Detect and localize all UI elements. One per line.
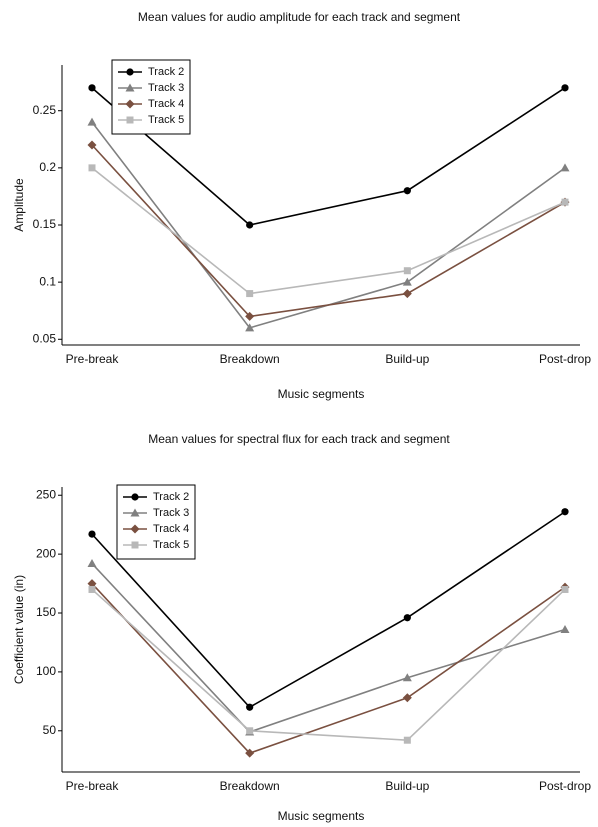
data-point bbox=[403, 187, 411, 195]
data-point bbox=[88, 530, 96, 538]
data-point bbox=[245, 323, 255, 332]
data-point bbox=[403, 736, 411, 744]
y-tick-label: 50 bbox=[43, 723, 57, 737]
legend-marker bbox=[131, 493, 139, 501]
data-point bbox=[245, 748, 255, 758]
legend-marker bbox=[126, 116, 134, 124]
x-tick-label: Build-up bbox=[385, 779, 429, 793]
data-point bbox=[402, 277, 412, 286]
y-tick-label: 0.05 bbox=[33, 331, 57, 345]
x-tick-label: Breakdown bbox=[220, 779, 280, 793]
y-tick-label: 0.15 bbox=[33, 217, 57, 231]
legend-label: Track 5 bbox=[153, 539, 189, 551]
legend: Track 2 Track 3 Track 4 Track 5 bbox=[111, 59, 191, 135]
y-axis-label: Amplitude bbox=[12, 178, 26, 232]
y-tick-label: 0.1 bbox=[39, 274, 56, 288]
y-tick-label: 100 bbox=[36, 664, 56, 678]
x-tick-label: Post-drop bbox=[539, 779, 591, 793]
data-point bbox=[560, 163, 570, 172]
legend-marker bbox=[126, 68, 134, 76]
legend-label: Track 2 bbox=[148, 66, 184, 78]
data-point bbox=[87, 117, 97, 126]
data-point bbox=[87, 559, 97, 568]
data-point bbox=[561, 585, 569, 593]
data-point bbox=[561, 508, 569, 516]
legend-marker bbox=[130, 524, 140, 534]
y-axis-label: Coefficient value (in) bbox=[12, 575, 26, 684]
y-tick-label: 200 bbox=[36, 546, 56, 560]
y-tick-label: 250 bbox=[36, 487, 56, 501]
legend-marker bbox=[131, 541, 139, 549]
chart-title: Mean values for spectral flux for each t… bbox=[148, 432, 450, 446]
data-point bbox=[87, 579, 97, 589]
legend-label: Track 2 bbox=[153, 491, 189, 503]
legend-marker bbox=[125, 83, 135, 92]
series-line bbox=[91, 511, 566, 709]
series-line bbox=[91, 588, 566, 742]
x-tick-label: Pre-break bbox=[66, 779, 120, 793]
y-tick-label: 0.25 bbox=[33, 103, 57, 117]
data-point bbox=[403, 614, 411, 622]
x-axis-label: Music segments bbox=[278, 387, 365, 401]
legend-label: Track 4 bbox=[148, 98, 184, 110]
legend-marker bbox=[125, 99, 135, 109]
legend-label: Track 3 bbox=[148, 82, 184, 94]
legend-label: Track 3 bbox=[153, 507, 189, 519]
data-point bbox=[88, 585, 96, 593]
series-line bbox=[91, 144, 566, 318]
data-point bbox=[88, 84, 96, 92]
series-line bbox=[91, 583, 566, 755]
series-line bbox=[91, 563, 566, 733]
data-point bbox=[88, 164, 96, 172]
data-point bbox=[87, 140, 97, 150]
data-point bbox=[402, 673, 412, 682]
data-point bbox=[245, 311, 255, 321]
legend: Track 2 Track 3 Track 4 Track 5 bbox=[116, 484, 196, 560]
data-point bbox=[561, 198, 569, 206]
x-tick-label: Pre-break bbox=[66, 352, 120, 366]
x-tick-label: Build-up bbox=[385, 352, 429, 366]
legend-label: Track 4 bbox=[153, 523, 189, 535]
data-point bbox=[402, 693, 412, 703]
data-point bbox=[246, 703, 254, 711]
x-tick-label: Breakdown bbox=[220, 352, 280, 366]
y-tick-label: 0.2 bbox=[39, 160, 56, 174]
chart-title: Mean values for audio amplitude for each… bbox=[138, 10, 461, 24]
legend-marker bbox=[130, 508, 140, 517]
x-axis-label: Music segments bbox=[278, 809, 365, 823]
series-line bbox=[91, 167, 566, 295]
x-tick-label: Post-drop bbox=[539, 352, 591, 366]
legend-label: Track 5 bbox=[148, 114, 184, 126]
data-point bbox=[403, 267, 411, 275]
series-line bbox=[91, 87, 566, 226]
data-point bbox=[402, 289, 412, 299]
data-point bbox=[561, 84, 569, 92]
y-tick-label: 150 bbox=[36, 605, 56, 619]
data-point bbox=[246, 221, 254, 229]
data-point bbox=[246, 727, 254, 735]
data-point bbox=[246, 290, 254, 298]
data-point bbox=[560, 625, 570, 633]
